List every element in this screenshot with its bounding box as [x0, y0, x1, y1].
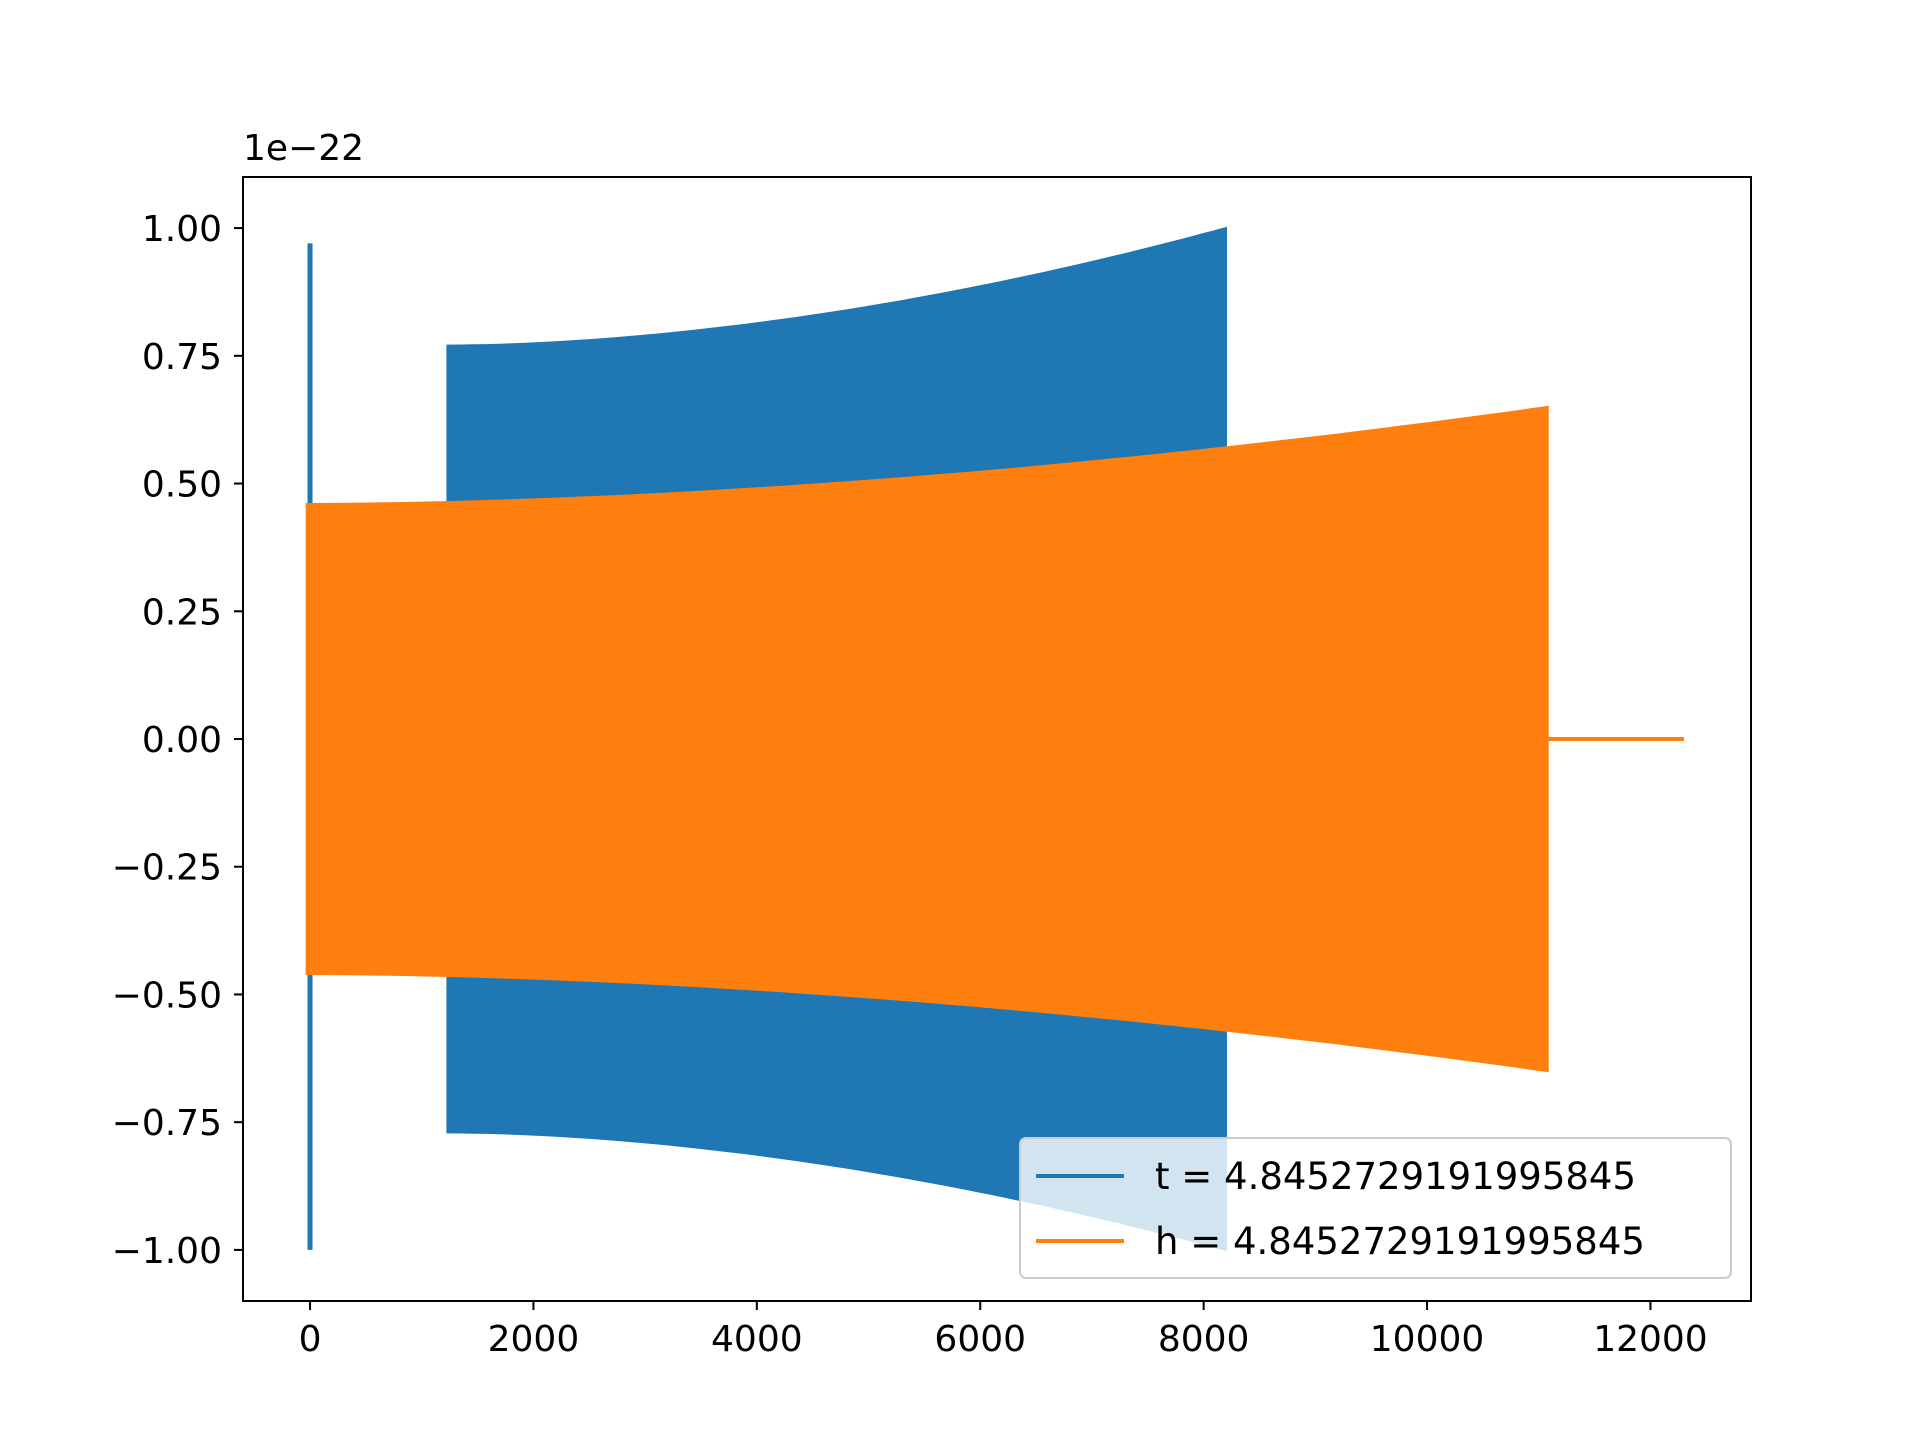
x-tick-label: 2000 — [488, 1319, 580, 1360]
x-tick-label: 12000 — [1593, 1319, 1708, 1360]
legend-label-t: t = 4.8452729191995845 — [1155, 1155, 1636, 1198]
y-tick-label: −0.25 — [112, 848, 222, 889]
y-tick-label: 0.00 — [142, 720, 222, 761]
legend-label-h: h = 4.8452729191995845 — [1155, 1220, 1645, 1263]
x-axis: 0 2000 4000 6000 8000 10000 12000 — [299, 1301, 1708, 1360]
y-offset-label: 1e−22 — [243, 128, 364, 169]
plot-area — [305, 226, 1684, 1252]
series-h-envelope — [305, 405, 1549, 1073]
x-tick-label: 0 — [299, 1319, 322, 1360]
y-tick-label: 0.25 — [142, 592, 222, 633]
x-tick-label: 10000 — [1370, 1319, 1485, 1360]
y-tick-label: −0.75 — [112, 1103, 222, 1144]
y-tick-label: 0.50 — [142, 465, 222, 506]
x-tick-label: 8000 — [1158, 1319, 1250, 1360]
legend-box — [1019, 1137, 1732, 1279]
y-tick-label: 0.75 — [142, 337, 222, 378]
y-axis: 1.00 0.75 0.50 0.25 0.00 −0.25 −0.50 −0.75 −1.00 — [112, 209, 243, 1272]
y-tick-label: −1.00 — [112, 1231, 222, 1272]
x-tick-label: 6000 — [934, 1319, 1026, 1360]
y-tick-label: −0.50 — [112, 975, 222, 1016]
x-tick-label: 4000 — [711, 1319, 803, 1360]
y-tick-label: 1.00 — [142, 209, 222, 250]
legend: t = 4.8452729191995845 h = 4.84527291919… — [1019, 1137, 1732, 1279]
